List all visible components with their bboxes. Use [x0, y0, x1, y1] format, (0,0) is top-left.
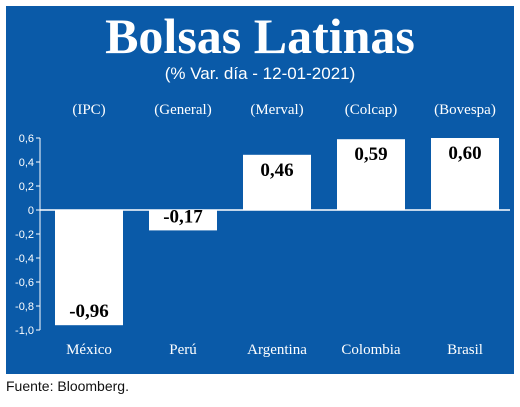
data-label: 0,59: [354, 144, 387, 165]
y-tick-label: -1,0: [15, 325, 34, 337]
category-label: Brasil: [447, 342, 483, 358]
bar: [55, 210, 123, 326]
y-tick-label: -0,4: [15, 253, 34, 265]
y-tick-label: -0,2: [15, 229, 34, 241]
bar: [431, 138, 499, 210]
category-label: Colombia: [341, 342, 401, 358]
category-label: Argentina: [247, 342, 307, 358]
category-label: México: [66, 342, 112, 358]
bar: [337, 139, 405, 210]
chart-subtitle: (% Var. día - 12-01-2021): [164, 64, 356, 83]
index-label: (Colcap): [345, 102, 397, 118]
source-note: Fuente: Bloomberg.: [6, 378, 129, 394]
chart-title: Bolsas Latinas: [105, 8, 415, 64]
data-label: -0,96: [69, 301, 109, 322]
y-tick-label: 0,2: [19, 181, 34, 193]
y-tick-label: 0,6: [19, 133, 34, 145]
index-label: (Bovespa): [434, 102, 496, 118]
bar: [149, 210, 217, 231]
data-label: -0,17: [163, 206, 203, 227]
index-label: (General): [154, 102, 211, 118]
y-tick-label: -0,8: [15, 301, 34, 313]
category-label: Perú: [169, 342, 197, 358]
index-label: (IPC): [72, 102, 105, 118]
index-label: (Merval): [250, 102, 303, 118]
data-label: 0,60: [448, 143, 481, 164]
y-tick-label: 0,4: [19, 157, 34, 169]
y-tick-label: 0: [28, 205, 34, 217]
y-tick-label: -0,6: [15, 277, 34, 289]
bar: [243, 154, 311, 210]
data-label: 0,46: [260, 160, 293, 181]
